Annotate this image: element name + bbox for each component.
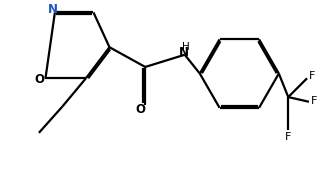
Text: H: H [182, 42, 190, 52]
Text: N: N [48, 3, 58, 16]
Text: O: O [135, 103, 145, 116]
Text: F: F [285, 132, 291, 142]
Text: N: N [178, 46, 188, 59]
Text: O: O [34, 73, 44, 86]
Text: F: F [310, 96, 317, 106]
Text: F: F [309, 71, 315, 81]
